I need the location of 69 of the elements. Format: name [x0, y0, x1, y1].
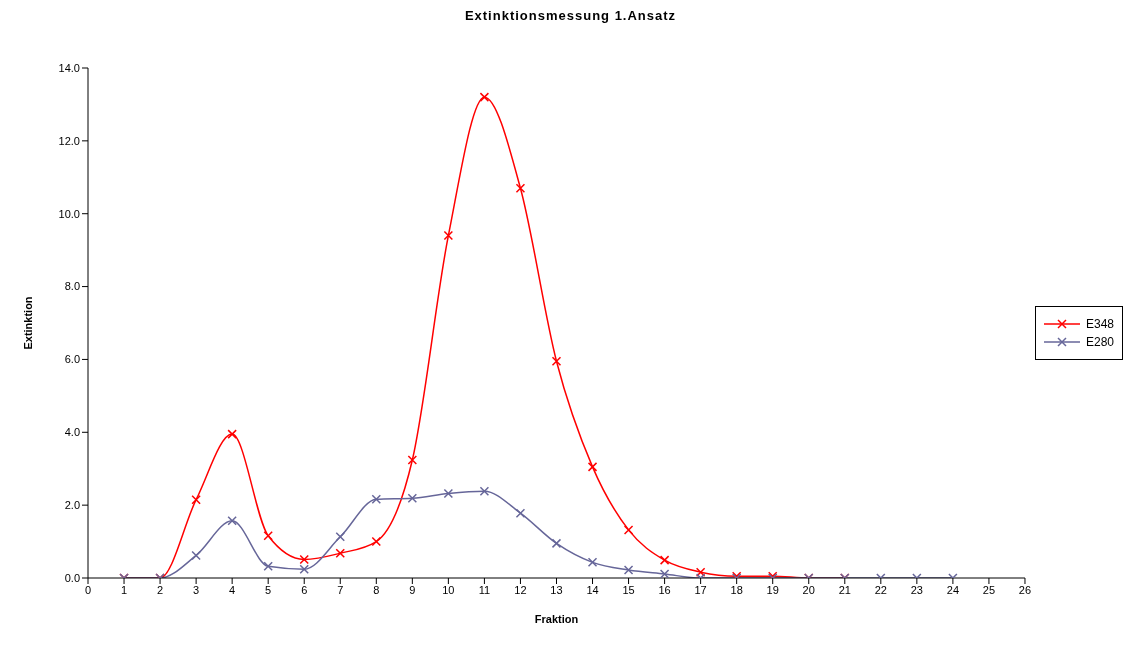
x-tick-label: 23: [910, 583, 923, 596]
legend-label: E280: [1085, 335, 1114, 349]
x-tick-label: 8: [373, 583, 380, 596]
y-axis-title: Extinktion: [21, 296, 34, 350]
x-tick-label: 15: [622, 583, 635, 596]
point: [299, 554, 309, 565]
x-tick-label: 3: [193, 583, 200, 596]
x-tick-label: 4: [229, 583, 236, 596]
point: [695, 567, 706, 577]
point: [551, 356, 562, 366]
x-tick-label: 9: [409, 583, 416, 596]
point: [623, 565, 634, 575]
x-tick-label: 17: [694, 583, 707, 596]
x-tick-label: 12: [514, 583, 527, 596]
x-tick-label: 22: [874, 583, 887, 596]
point: [587, 462, 598, 472]
x-axis-title: Fraktion: [534, 613, 579, 625]
point: [479, 92, 490, 102]
y-tick-label: 2.0: [64, 499, 80, 512]
point: [407, 455, 418, 465]
point: [407, 493, 418, 503]
point: [551, 538, 562, 549]
point: [659, 555, 670, 565]
point: [227, 516, 237, 526]
point: [371, 536, 382, 547]
point: [479, 486, 490, 497]
point: [587, 557, 598, 568]
y-tick-label: 8.0: [64, 280, 80, 293]
legend-label: E348: [1085, 317, 1114, 331]
y-tick-label: 14.0: [58, 61, 80, 74]
point: [191, 550, 201, 561]
x-tick-label: 0: [84, 583, 92, 596]
point: [263, 530, 273, 541]
y-tick-label: 12.0: [58, 134, 80, 147]
x-tick-label: 24: [946, 583, 960, 596]
point: [659, 569, 670, 578]
point: [299, 564, 309, 575]
point: [335, 532, 346, 542]
point: [335, 548, 346, 558]
x-tick-label: 25: [982, 583, 996, 596]
x-tick-label: 10: [442, 583, 455, 596]
y-tick-label: 0.0: [64, 571, 80, 584]
x-tick-label: 20: [802, 583, 815, 596]
x-tick-label: 21: [838, 583, 851, 596]
x-tick-label: 11: [478, 583, 491, 596]
point: [515, 183, 526, 193]
y-tick-label: 4.0: [64, 426, 80, 439]
point: [371, 494, 382, 505]
x-tick-label: 18: [730, 583, 743, 596]
x-tick-label: 6: [301, 583, 308, 596]
x-tick-label: 2: [157, 583, 164, 596]
y-tick-label: 10.0: [58, 207, 80, 220]
x-tick-label: 14: [586, 583, 599, 596]
x-tick-label: 16: [658, 583, 671, 596]
point: [227, 429, 237, 439]
x-tick-label: 13: [550, 583, 563, 596]
point: [443, 488, 454, 499]
x-tick-label: 7: [337, 583, 344, 596]
x-tick-label: 5: [265, 583, 272, 596]
x-tick-label: 1: [120, 583, 128, 596]
point: [515, 508, 526, 518]
chart-title: Extinktionsmessung 1.Ansatz: [463, 8, 678, 23]
point: [191, 494, 201, 505]
point: [623, 525, 634, 535]
point: [263, 561, 273, 572]
y-tick-label: 6.0: [64, 353, 80, 366]
x-tick-label: 19: [766, 583, 779, 596]
point: [443, 230, 454, 241]
x-tick-label: 26: [1018, 583, 1032, 596]
